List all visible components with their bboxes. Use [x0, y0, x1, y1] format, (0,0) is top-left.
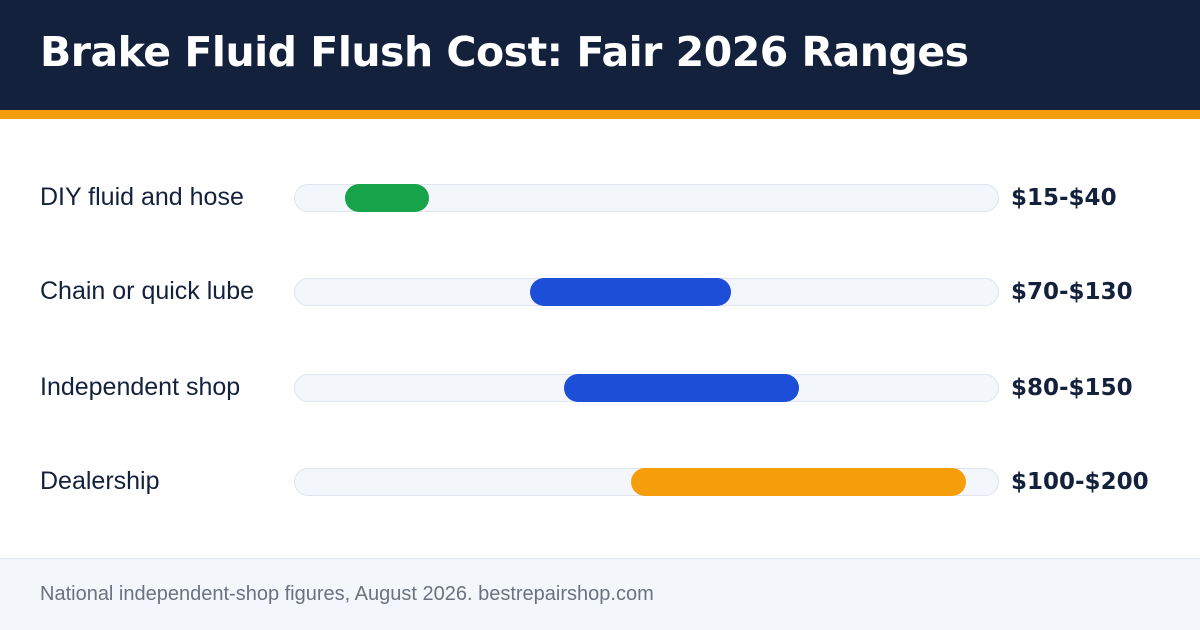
row-label: Independent shop [40, 373, 241, 401]
range-track [294, 184, 999, 212]
range-track [294, 468, 999, 496]
page-title: Brake Fluid Flush Cost: Fair 2026 Ranges [40, 28, 969, 76]
range-value-label: $100-$200 [1011, 469, 1149, 495]
range-value-label: $15-$40 [1011, 185, 1117, 211]
range-bar [530, 278, 732, 306]
range-bar [563, 374, 799, 402]
row-label: DIY fluid and hose [40, 183, 244, 211]
accent-divider [0, 110, 1200, 119]
footer-bar: National independent-shop figures, Augus… [0, 558, 1200, 630]
range-value-label: $70-$130 [1011, 279, 1133, 305]
range-track [294, 278, 999, 306]
source-note: National independent-shop figures, Augus… [40, 583, 654, 605]
range-bar [345, 184, 430, 212]
header-bar: Brake Fluid Flush Cost: Fair 2026 Ranges [0, 0, 1200, 110]
range-track [294, 374, 999, 402]
row-label: Chain or quick lube [40, 277, 255, 305]
range-bar [630, 468, 967, 496]
row-label: Dealership [40, 467, 160, 495]
range-value-label: $80-$150 [1011, 375, 1133, 401]
